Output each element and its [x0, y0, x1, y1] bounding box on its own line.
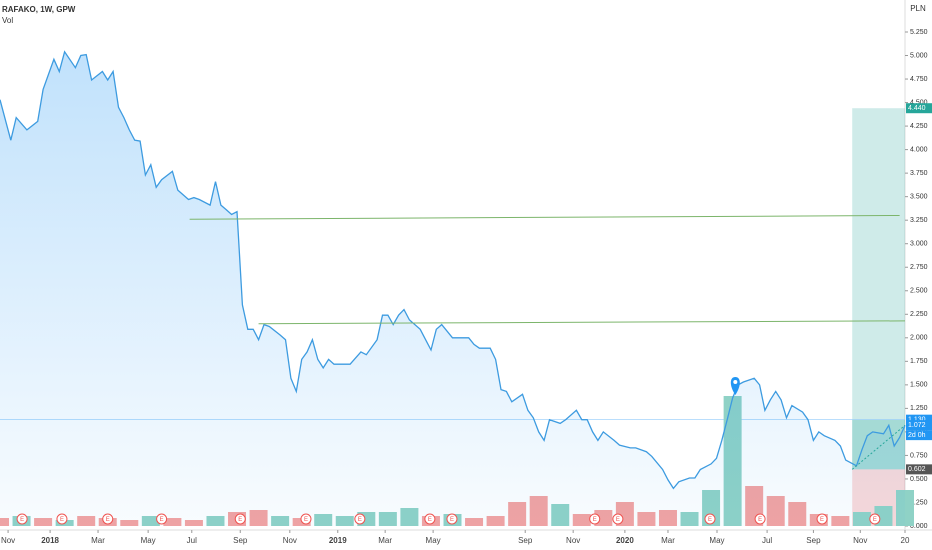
x-tick-label: 2019	[329, 536, 347, 545]
y-tick-label: 3.000	[910, 241, 928, 248]
y-tick-label: 2.250	[910, 311, 928, 318]
currency: PLN	[910, 4, 926, 13]
price-badge	[906, 420, 932, 431]
trend-line	[258, 320, 906, 325]
y-tick-label: 5.000	[910, 52, 928, 59]
position-line	[851, 424, 906, 470]
x-tick-label: Nov	[1, 536, 15, 545]
earnings-marker	[424, 513, 436, 525]
price-badge-label: 1.072	[908, 422, 926, 429]
countdown-label: 2d 0h	[908, 432, 926, 439]
trend-line	[189, 214, 900, 220]
x-tick-label: Sep	[806, 536, 821, 545]
earnings-label: E	[820, 517, 824, 523]
earnings-marker	[354, 513, 366, 525]
earnings-marker	[816, 513, 828, 525]
y-tick-label: 4.500	[910, 99, 928, 106]
earnings-marker	[612, 513, 624, 525]
earnings-marker	[102, 513, 114, 525]
x-tick-label: Mar	[661, 536, 675, 545]
y-tick-label: 4.000	[910, 146, 928, 153]
y-tick-label: 3.250	[910, 217, 928, 224]
y-tick-label: 2.000	[910, 335, 928, 342]
earnings-label: E	[708, 517, 712, 523]
y-tick-label: 3.750	[910, 170, 928, 177]
earnings-marker	[869, 513, 881, 525]
x-tick-label: May	[709, 536, 724, 545]
earnings-marker	[56, 513, 68, 525]
y-tick-label: 2.500	[910, 288, 928, 295]
earnings-marker	[589, 513, 601, 525]
chart-title: RAFAKO, 1W, GPW	[2, 5, 76, 14]
earnings-marker	[446, 513, 458, 525]
x-tick-label: Sep	[233, 536, 248, 545]
x-tick-label: Nov	[566, 536, 580, 545]
earnings-label: E	[758, 517, 762, 523]
earnings-marker	[234, 513, 246, 525]
y-tick-label: 0.000	[910, 523, 928, 530]
earnings-label: E	[428, 517, 432, 523]
y-tick-label: 2.750	[910, 264, 928, 271]
x-tick-label: May	[426, 536, 441, 545]
y-tick-label: 0.750	[910, 452, 928, 459]
countdown-badge	[906, 430, 932, 441]
earnings-marker	[16, 513, 28, 525]
pin-dot	[733, 379, 738, 384]
earnings-label: E	[160, 517, 164, 523]
earnings-label: E	[60, 517, 64, 523]
earnings-label: E	[873, 517, 877, 523]
x-tick-label: Sep	[518, 536, 533, 545]
price-axis-bg	[905, 0, 932, 550]
x-tick-label: May	[141, 536, 156, 545]
price-badge-label: 0.602	[908, 466, 926, 473]
x-tick-label: Mar	[91, 536, 105, 545]
x-tick-label: 2020	[616, 536, 634, 545]
y-tick-label: 3.500	[910, 194, 928, 201]
target-zone	[852, 108, 905, 470]
y-tick-label: 1.250	[910, 405, 928, 412]
x-tick-label: 2018	[41, 536, 59, 545]
x-tick-label: Nov	[283, 536, 297, 545]
price-line	[0, 50, 906, 490]
earnings-label: E	[593, 517, 597, 523]
earnings-marker	[156, 513, 168, 525]
y-tick-label: 4.750	[910, 76, 928, 83]
y-tick-label: 0.250	[910, 499, 928, 506]
earnings-label: E	[106, 517, 110, 523]
x-tick-label: Jul	[187, 536, 197, 545]
earnings-label: E	[238, 517, 242, 523]
earnings-label: E	[304, 517, 308, 523]
y-tick-label: 1.750	[910, 358, 928, 365]
earnings-label: E	[358, 517, 362, 523]
earnings-label: E	[450, 517, 454, 523]
x-tick-label: Jul	[762, 536, 772, 545]
earnings-label: E	[616, 517, 620, 523]
price-badge	[906, 103, 932, 114]
price-badge-label: 1.130	[908, 417, 926, 424]
price-badge	[906, 464, 932, 475]
pin-marker	[730, 376, 740, 395]
x-tick-label: Nov	[853, 536, 867, 545]
y-tick-label: 0.500	[910, 476, 928, 483]
y-tick-label: 5.250	[910, 29, 928, 36]
y-tick-label: 4.250	[910, 123, 928, 130]
earnings-marker	[300, 513, 312, 525]
volume-label: Vol	[2, 16, 13, 25]
earnings-marker	[754, 513, 766, 525]
y-tick-label: 1.500	[910, 382, 928, 389]
price-area	[0, 51, 905, 527]
x-tick-label: 20	[901, 536, 910, 545]
price-badge	[906, 414, 932, 425]
price-badge-label: 4.440	[908, 105, 926, 112]
x-tick-label: Mar	[378, 536, 392, 545]
earnings-marker	[704, 513, 716, 525]
earnings-label: E	[20, 517, 24, 523]
